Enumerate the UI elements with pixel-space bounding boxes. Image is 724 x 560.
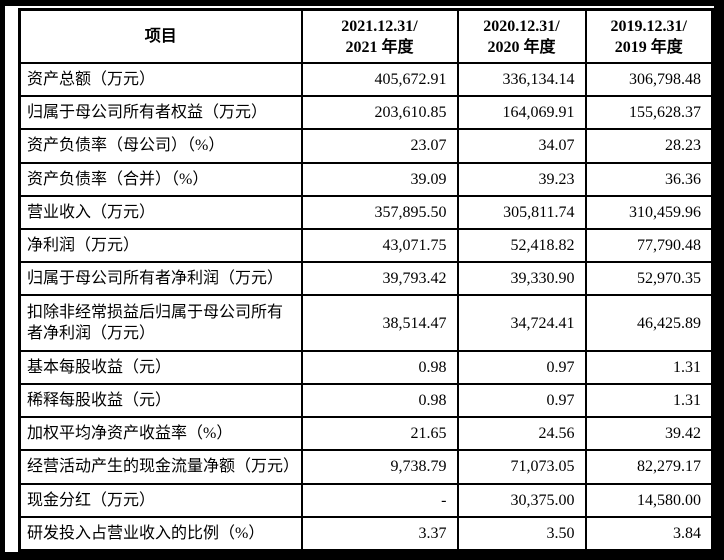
table-row: 经营活动产生的现金流量净额（万元） 9,738.79 71,073.05 82,279…: [18, 449, 714, 485]
table-row: 稀释每股收益（元） 0.98 0.97 1.31: [18, 383, 714, 419]
table-row: 资产负债率（母公司）（%） 23.07 34.07 28.23: [18, 128, 714, 164]
row-value: 36.36: [584, 161, 714, 197]
table-row: 资产总额（万元） 405,672.91 336,134.14 306,798.48: [18, 61, 714, 98]
row-value: 34,724.41: [456, 294, 587, 352]
header-period-2020-line1: 2020.12.31/: [483, 17, 560, 35]
row-value: 3.84: [584, 515, 714, 552]
header-period-2020-line2: 2020 年度: [487, 38, 556, 56]
header-period-2019-line2: 2019 年度: [614, 38, 683, 56]
row-value: 39.09: [300, 161, 459, 197]
row-value: 24.56: [456, 416, 587, 452]
row-value: 14,580.00: [584, 482, 714, 518]
row-value: 203,610.85: [300, 95, 459, 131]
row-value: 52,418.82: [456, 227, 587, 264]
table-row: 基本每股收益（元） 0.98 0.97 1.31: [18, 349, 714, 386]
row-label: 资产负债率（合并）（%）: [18, 161, 303, 197]
table-row: 归属于母公司所有者权益（万元） 203,610.85 164,069.91 155,6…: [18, 95, 714, 131]
row-label: 扣除非经常损益后归属于母公司所有者净利润（万元）: [18, 294, 303, 352]
row-label: 资产总额（万元）: [18, 61, 303, 98]
table-row: 净利润（万元） 43,071.75 52,418.82 77,790.48: [18, 227, 714, 264]
row-value: -: [300, 482, 459, 518]
row-value: 39.42: [584, 416, 714, 452]
row-value: 52,970.35: [584, 261, 714, 297]
row-label: 现金分红（万元）: [18, 482, 303, 518]
row-label: 资产负债率（母公司）（%）: [18, 128, 303, 164]
row-value: 3.37: [300, 515, 459, 552]
row-value: 405,672.91: [300, 61, 459, 98]
header-item-label: 项目: [18, 8, 303, 64]
table-row: 现金分红（万元） -30,375.00 14,580.00: [18, 482, 714, 518]
row-value: 46,425.89: [584, 294, 714, 352]
row-value: 0.98: [300, 349, 459, 386]
row-value: 43,071.75: [300, 227, 459, 264]
row-value: 310,459.96: [584, 194, 714, 230]
row-value: 3.50: [456, 515, 587, 552]
row-value: 1.31: [584, 349, 714, 386]
row-value: 0.97: [456, 383, 587, 419]
row-label: 营业收入（万元）: [18, 194, 303, 230]
row-value: 71,073.05: [456, 449, 587, 485]
row-value: 306,798.48: [584, 61, 714, 98]
row-label: 加权平均净资产收益率（%）: [18, 416, 303, 452]
row-value: 39.23: [456, 161, 587, 197]
row-value: 0.97: [456, 349, 587, 386]
row-value: 77,790.48: [584, 227, 714, 264]
row-label: 研发投入占营业收入的比例（%）: [18, 515, 303, 552]
row-value: 39,330.90: [456, 261, 587, 297]
row-value: 28.23: [584, 128, 714, 164]
header-period-2019-line1: 2019.12.31/: [610, 17, 687, 35]
row-value: 0.98: [300, 383, 459, 419]
row-value: 23.07: [300, 128, 459, 164]
row-value: 155,628.37: [584, 95, 714, 131]
financial-summary-table: 项目 2021.12.31/ 2021 年度 2020.12.31/ 2020 …: [18, 8, 714, 552]
header-period-2021-line2: 2021 年度: [345, 38, 414, 56]
row-label: 归属于母公司所有者净利润（万元）: [18, 261, 303, 297]
header-period-2019: 2019.12.31/ 2019 年度: [584, 8, 714, 64]
table-row: 营业收入（万元） 357,895.50 305,811.74 310,459.96: [18, 194, 714, 230]
header-row: 项目 2021.12.31/ 2021 年度 2020.12.31/ 2020 …: [18, 8, 714, 64]
row-value: 357,895.50: [300, 194, 459, 230]
row-value: 38,514.47: [300, 294, 459, 352]
page-background: 项目 2021.12.31/ 2021 年度 2020.12.31/ 2020 …: [5, 6, 714, 552]
table-row: 扣除非经常损益后归属于母公司所有者净利润（万元） 38,514.47 34,724.…: [18, 294, 714, 352]
header-period-2021: 2021.12.31/ 2021 年度: [300, 8, 459, 64]
table-row: 资产负债率（合并）（%） 39.09 39.23 36.36: [18, 161, 714, 197]
row-value: 9,738.79: [300, 449, 459, 485]
table-row: 归属于母公司所有者净利润（万元） 39,793.42 39,330.90 52,970…: [18, 261, 714, 297]
row-label: 归属于母公司所有者权益（万元）: [18, 95, 303, 131]
row-label: 稀释每股收益（元）: [18, 383, 303, 419]
row-value: 305,811.74: [456, 194, 587, 230]
header-period-2020: 2020.12.31/ 2020 年度: [456, 8, 587, 64]
row-value: 30,375.00: [456, 482, 587, 518]
table-row: 加权平均净资产收益率（%） 21.65 24.56 39.42: [18, 416, 714, 452]
row-value: 1.31: [584, 383, 714, 419]
row-label: 基本每股收益（元）: [18, 349, 303, 386]
table-row: 研发投入占营业收入的比例（%） 3.37 3.50 3.84: [18, 515, 714, 552]
row-label: 经营活动产生的现金流量净额（万元）: [18, 449, 303, 485]
row-value: 164,069.91: [456, 95, 587, 131]
row-value: 34.07: [456, 128, 587, 164]
row-value: 39,793.42: [300, 261, 459, 297]
row-value: 82,279.17: [584, 449, 714, 485]
header-period-2021-line1: 2021.12.31/: [341, 17, 418, 35]
row-label: 净利润（万元）: [18, 227, 303, 264]
row-value: 21.65: [300, 416, 459, 452]
row-value: 336,134.14: [456, 61, 587, 98]
